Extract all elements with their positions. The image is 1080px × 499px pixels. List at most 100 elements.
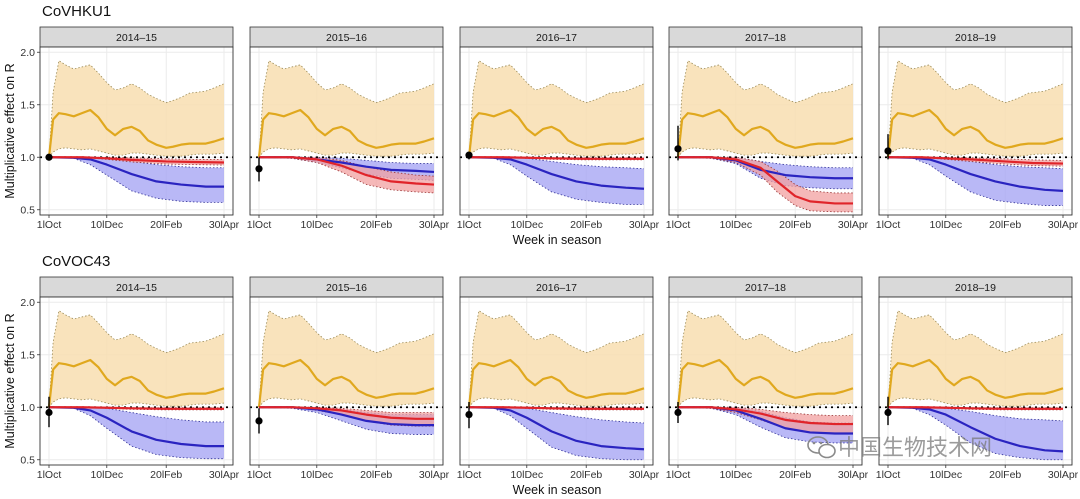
x-tick-label: 20lFeb <box>779 469 811 481</box>
blue-series-ci-band <box>49 157 224 203</box>
blue-series-ci-band <box>678 407 853 443</box>
x-tick-label: 30lApr <box>838 219 869 231</box>
blue-series-ci-upper <box>678 156 853 169</box>
x-tick-label: 1lOct <box>247 469 272 481</box>
x-tick-label: 20lFeb <box>360 469 392 481</box>
red-series-line <box>469 406 644 410</box>
facet-panel: 2015–16 1lOct 10lDec 20lFeb 30lApr <box>247 26 450 231</box>
initial-estimate-point <box>255 417 263 425</box>
x-tick-label: 30lApr <box>419 469 450 481</box>
facet-strip-label: 2014–15 <box>116 32 157 44</box>
x-tick-label: 30lApr <box>209 219 240 231</box>
facet-panel: 2017–18 1lOct 10lDec 20lFeb 30lApr <box>666 26 869 231</box>
seasonal-ci-lower <box>468 397 645 408</box>
y-axis-title: Multiplicative effect on R <box>3 313 17 448</box>
seasonal-ci-lower <box>677 397 854 408</box>
x-tick-label: 30lApr <box>1048 219 1079 231</box>
red-series-ci-lower <box>888 156 1064 167</box>
initial-estimate-point <box>45 408 53 417</box>
wechat-icon <box>807 436 836 459</box>
x-tick-label: 1lOct <box>457 219 482 231</box>
x-tick-label: 10lDec <box>510 469 543 481</box>
seasonal-ci-upper <box>48 59 225 158</box>
blue-series-line <box>48 406 224 448</box>
red-series-ci-upper <box>49 156 224 160</box>
facet-panel: 2017–18 1lOct 10lDec 20lFeb 30lApr <box>666 276 869 481</box>
x-tick-label: 1lOct <box>37 469 62 481</box>
x-tick-label: 20lFeb <box>360 219 392 231</box>
seasonal-ci-band <box>49 60 224 158</box>
initial-estimate-point <box>884 408 892 417</box>
red-series-ci-upper <box>259 406 434 413</box>
seasonal-ci-band <box>49 310 224 408</box>
x-tick-label: 1lOct <box>876 219 901 231</box>
seasonal-ci-lower <box>887 147 1064 158</box>
facet-panel: 2015–16 1lOct 10lDec 20lFeb 30lApr <box>247 276 450 481</box>
chart-title: CoVHKU1 <box>42 3 111 20</box>
x-tick-label: 30lApr <box>629 469 660 481</box>
x-tick-label: 30lApr <box>419 219 450 231</box>
panel-border <box>668 46 863 216</box>
y-tick-label: 1.0 <box>20 152 35 164</box>
x-tick-label: 20lFeb <box>150 219 182 231</box>
blue-series-ci-lower <box>468 156 644 205</box>
initial-estimate-point <box>465 151 473 159</box>
seasonal-ci-upper <box>258 59 435 158</box>
watermark-text: 中国生物技术网 <box>838 436 992 461</box>
y-tick-label: 2.0 <box>20 297 35 309</box>
seasonal-line <box>886 358 1064 408</box>
facet-panel: 2014–15 0.5 1.0 1.5 2.0 1lOct 10lDec 20lFeb 30lA… <box>20 26 240 231</box>
x-tick-label: 10lDec <box>300 219 333 231</box>
seasonal-ci-band <box>259 60 434 158</box>
seasonal-line <box>676 108 854 158</box>
x-tick-label: 10lDec <box>929 469 962 481</box>
seasonal-ci-lower <box>887 397 1064 408</box>
seasonal-line <box>257 108 435 158</box>
red-series-ci-band <box>678 157 853 212</box>
panel-border <box>39 296 234 466</box>
panel-border <box>459 46 654 216</box>
facet-strip-label: 2016–17 <box>536 282 577 294</box>
panel-border <box>39 46 234 216</box>
seasonal-ci-band <box>259 310 434 408</box>
red-series-ci-upper <box>678 406 853 417</box>
x-tick-label: 30lApr <box>629 219 660 231</box>
red-series-line <box>259 156 435 186</box>
facet-strip-label: 2014–15 <box>116 282 157 294</box>
facet-panel: 2016–17 1lOct 10lDec 20lFeb 30lApr <box>457 26 660 231</box>
blue-series-ci-band <box>888 157 1063 206</box>
x-axis-title: Week in season <box>513 483 602 497</box>
seasonal-ci-band <box>678 310 853 408</box>
seasonal-ci-band <box>888 310 1063 408</box>
blue-series-ci-lower <box>48 156 224 203</box>
facet-panel: 2018–19 1lOct 10lDec 20lFeb 30lApr <box>876 276 1079 481</box>
seasonal-ci-upper <box>258 309 435 408</box>
blue-series-ci-band <box>259 407 434 435</box>
blue-series-ci-lower <box>887 406 1063 461</box>
blue-series-ci-lower <box>468 406 644 461</box>
x-tick-label: 20lFeb <box>570 219 602 231</box>
seasonal-line <box>47 358 225 408</box>
chart-row-1: CoVHKU1 Multiplicative effect on R Week in… <box>3 3 1079 247</box>
facet-strip-label: 2018–19 <box>955 282 996 294</box>
x-tick-label: 10lDec <box>929 219 962 231</box>
red-series-ci-lower <box>258 156 435 194</box>
panel-border <box>878 46 1073 216</box>
watermark: 中国生物技术网 <box>807 436 992 461</box>
x-tick-label: 20lFeb <box>779 219 811 231</box>
facet-strip-label: 2015–16 <box>326 32 367 44</box>
red-series-line <box>49 156 225 164</box>
red-series-ci-band <box>259 407 434 427</box>
x-tick-label: 20lFeb <box>989 219 1021 231</box>
facet-strip-label: 2015–16 <box>326 282 367 294</box>
facet-panel: 2016–17 1lOct 10lDec 20lFeb 30lApr <box>457 276 660 481</box>
x-tick-label: 20lFeb <box>570 469 602 481</box>
blue-series-ci-upper <box>259 156 434 164</box>
seasonal-line <box>47 108 225 158</box>
x-tick-label: 1lOct <box>666 469 691 481</box>
seasonal-line <box>467 358 645 408</box>
initial-estimate-point <box>255 165 263 173</box>
red-series-ci-lower <box>677 156 853 213</box>
seasonal-ci-band <box>888 60 1063 158</box>
